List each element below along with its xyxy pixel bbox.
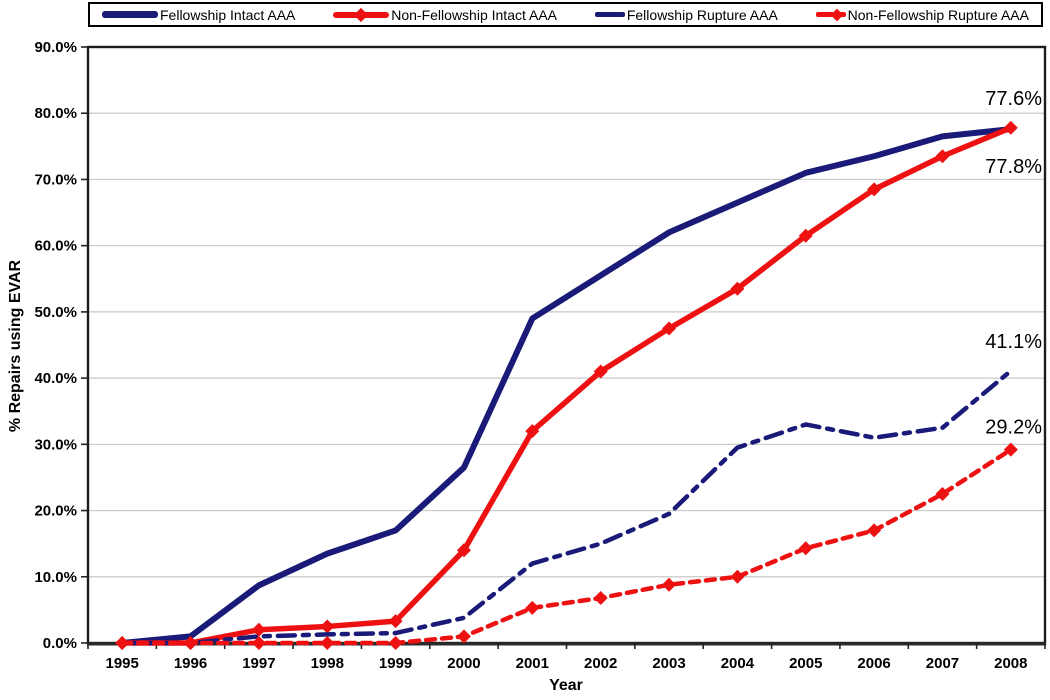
x-tick-label: 2008 xyxy=(994,655,1027,672)
x-tick-label: 1999 xyxy=(379,655,412,672)
x-axis-title: Year xyxy=(549,677,583,694)
marker-diamond xyxy=(525,424,540,439)
y-tick-label: 80.0% xyxy=(34,105,77,122)
marker-diamond xyxy=(251,636,266,650)
marker-diamond xyxy=(662,577,677,592)
legend-label-nonfellowship-intact: Non-Fellowship Intact AAA xyxy=(391,6,557,23)
legend-swatch-navy-solid-line xyxy=(102,11,158,18)
chart-legend: Fellowship Intact AAA Non-Fellowship Int… xyxy=(88,2,1043,27)
x-tick-label: 2006 xyxy=(857,655,890,672)
end-value-label: 77.6% xyxy=(985,88,1042,110)
marker-diamond xyxy=(935,487,950,501)
marker-diamond xyxy=(730,569,745,584)
marker-diamond xyxy=(1003,442,1018,457)
y-tick-label: 70.0% xyxy=(34,171,77,188)
legend-label-nonfellowship-rupture: Non-Fellowship Rupture AAA xyxy=(847,6,1029,23)
x-tick-label: 1996 xyxy=(174,655,207,672)
legend-item-fellowship-intact: Fellowship Intact AAA xyxy=(102,7,295,23)
marker-diamond xyxy=(320,619,335,634)
x-tick-label: 2004 xyxy=(721,655,755,672)
marker-diamond xyxy=(183,636,198,650)
marker-diamond xyxy=(251,622,266,637)
y-axis-title: % Repairs using EVAR xyxy=(7,259,24,433)
y-tick-label: 90.0% xyxy=(34,39,77,56)
end-value-label: 77.8% xyxy=(985,156,1042,178)
end-value-label: 41.1% xyxy=(985,331,1042,353)
y-tick-label: 20.0% xyxy=(34,503,77,520)
marker-diamond xyxy=(935,149,950,164)
marker-diamond xyxy=(798,541,813,556)
end-value-label: 29.2% xyxy=(985,417,1042,439)
x-tick-label: 2005 xyxy=(789,655,822,672)
series-line-3 xyxy=(119,447,1014,646)
y-tick-label: 0.0% xyxy=(43,635,77,652)
x-tick-label: 1997 xyxy=(242,655,275,672)
marker-diamond xyxy=(456,543,471,558)
x-tick-label: 2007 xyxy=(926,655,959,672)
legend-swatch-red-solid-line-diamond xyxy=(333,7,390,22)
series-line-2 xyxy=(119,368,1014,646)
marker-diamond xyxy=(320,636,335,650)
marker-diamond xyxy=(867,182,882,197)
marker-diamond xyxy=(1003,120,1018,135)
x-tick-label: 2001 xyxy=(516,655,549,672)
x-tick-label: 2002 xyxy=(584,655,617,672)
marker-diamond xyxy=(388,614,403,629)
series-line-1 xyxy=(119,125,1014,646)
marker-diamond xyxy=(593,590,608,605)
y-tick-label: 30.0% xyxy=(34,436,77,453)
marker-diamond xyxy=(456,629,471,644)
series-line-0 xyxy=(119,126,1014,646)
y-tick-label: 60.0% xyxy=(34,238,77,255)
marker-diamond xyxy=(525,600,540,615)
x-tick-label: 1998 xyxy=(311,655,344,672)
legend-item-fellowship-rupture: Fellowship Rupture AAA xyxy=(594,6,778,23)
y-tick-label: 40.0% xyxy=(34,370,77,387)
marker-diamond xyxy=(662,321,677,336)
legend-swatch-navy-dashed-line xyxy=(594,12,625,17)
legend-swatch-red-dashed-line-diamond xyxy=(815,8,846,21)
marker-diamond xyxy=(388,636,403,650)
legend-label-fellowship-rupture: Fellowship Rupture AAA xyxy=(626,6,778,23)
x-tick-label: 2000 xyxy=(447,655,480,672)
y-tick-label: 10.0% xyxy=(34,569,77,586)
x-tick-label: 1995 xyxy=(105,655,138,672)
marker-diamond xyxy=(730,281,745,296)
marker-diamond xyxy=(867,523,882,538)
legend-label-fellowship-intact: Fellowship Intact AAA xyxy=(160,6,296,23)
x-tick-label: 2003 xyxy=(652,655,685,672)
legend-item-nonfellowship-rupture: Non-Fellowship Rupture AAA xyxy=(815,6,1029,23)
y-tick-label: 50.0% xyxy=(34,304,77,321)
legend-item-nonfellowship-intact: Non-Fellowship Intact AAA xyxy=(333,7,557,23)
marker-diamond xyxy=(593,364,608,379)
marker-diamond xyxy=(798,228,813,243)
marker-diamond xyxy=(115,636,130,650)
